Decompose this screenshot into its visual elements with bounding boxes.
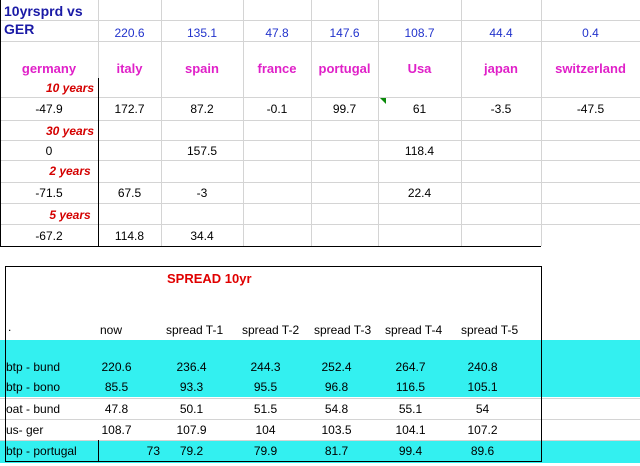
us-ger-t3: 103.5 [321,423,352,437]
header-now: now [100,323,123,337]
us-ger-t1: 107.9 [176,423,207,437]
highlight-band-bottom [0,441,640,463]
btp-bund-t3: 252.4 [321,360,352,374]
country-japan: japan [484,61,518,76]
btp-portugal-now: 73 [146,444,160,458]
btp-bono-t1: 93.3 [179,380,204,394]
row-label-us-ger: us- ger [6,423,44,437]
oat-bund-t2: 51.5 [253,402,278,416]
group-label-5-years: 5 years [49,208,91,222]
oat-bund-t4: 55.1 [398,402,423,416]
btp-portugal-t3: 81.7 [324,444,349,458]
country-italy: italy [116,61,143,76]
value-10y-switzerland: -47.5 [576,102,605,116]
us-ger-now: 108.7 [101,423,132,437]
value-10y-usa: 61 [412,102,427,116]
value-5y-spain: 34.4 [190,229,214,243]
btp-portugal-t4: 99.4 [398,444,423,458]
country-switzerland: switzerland [555,61,626,76]
header-spread-t1: spread T-1 [166,323,224,337]
spread-value-italy: 220.6 [114,26,145,40]
row-label-btp-portugal: btp - portugal [6,444,77,458]
oat-bund-t5: 54 [475,402,490,416]
value-5y-germany: -67.2 [35,229,63,243]
value-10y-spain: 87.2 [190,102,214,116]
header-spread-t3: spread T-3 [314,323,372,337]
row-label-btp-bund: btp - bund [6,360,61,374]
btp-portugal-t2: 79.9 [253,444,278,458]
value-10y-france: -0.1 [266,102,288,116]
value-10y-japan: -3.5 [490,102,512,116]
spread-value-japan: 44.4 [489,26,513,40]
country-germany: germany [21,61,77,76]
group-label-2-years: 2 years [49,164,91,178]
btp-portugal-t1: 79.2 [179,444,204,458]
row-label-oat-bund: oat - bund [6,402,61,416]
value-30y-germany: 0 [45,144,53,158]
header-dot: . [8,320,12,334]
highlight-band-top [0,340,640,397]
value-30y-spain: 157.5 [186,144,218,158]
oat-bund-t1: 50.1 [179,402,204,416]
value-2y-spain: -3 [196,186,208,200]
spread-10yr-title: SPREAD 10yr [167,271,252,286]
value-10y-portugal: 99.7 [332,102,357,116]
country-usa: Usa [407,61,432,76]
row-label-btp-bono: btp - bono [6,380,61,394]
us-ger-t2: 104 [255,423,276,437]
table-title-line1: 10yrsprd vs [4,3,83,19]
btp-bund-t1: 236.4 [176,360,207,374]
header-spread-t2: spread T-2 [242,323,300,337]
btp-bund-t4: 264.7 [395,360,426,374]
value-2y-usa: 22.4 [407,186,432,200]
group-label-30-years: 30 years [45,124,95,138]
value-30y-usa: 118.4 [404,144,435,158]
comment-indicator-icon[interactable] [380,98,386,104]
btp-bono-t5: 105.1 [467,380,498,394]
btp-bono-t2: 95.5 [253,380,278,394]
value-2y-germany: -71.5 [35,186,63,200]
oat-bund-t3: 54.8 [324,402,349,416]
btp-bono-t3: 96.8 [324,380,349,394]
spread-value-spain: 135.1 [186,26,218,40]
value-5y-italy: 114.8 [114,229,145,243]
header-spread-t4: spread T-4 [385,323,443,337]
btp-bund-t5: 240.8 [467,360,498,374]
spread-value-usa: 108.7 [404,26,435,40]
country-portugal: portugal [318,61,371,76]
us-ger-t5: 107.2 [467,423,498,437]
us-ger-t4: 104.1 [395,423,426,437]
btp-bund-now: 220.6 [101,360,132,374]
spread-value-portugal: 147.6 [329,26,360,40]
btp-bund-t2: 244.3 [250,360,281,374]
value-10y-germany: -47.9 [35,102,63,116]
spread-value-switzerland: 0.4 [582,26,599,40]
table-title-line2: GER [4,21,35,37]
group-label-10-years: 10 years [45,81,95,95]
btp-portugal-t5: 89.6 [470,444,495,458]
spread-value-france: 47.8 [265,26,289,40]
btp-bono-t4: 116.5 [395,380,426,394]
country-spain: spain [185,61,219,76]
value-2y-italy: 67.5 [117,186,142,200]
value-10y-italy: 172.7 [114,102,145,116]
header-spread-t5: spread T-5 [461,323,519,337]
oat-bund-now: 47.8 [104,402,129,416]
btp-bono-now: 85.5 [104,380,129,394]
country-france: france [257,61,297,76]
